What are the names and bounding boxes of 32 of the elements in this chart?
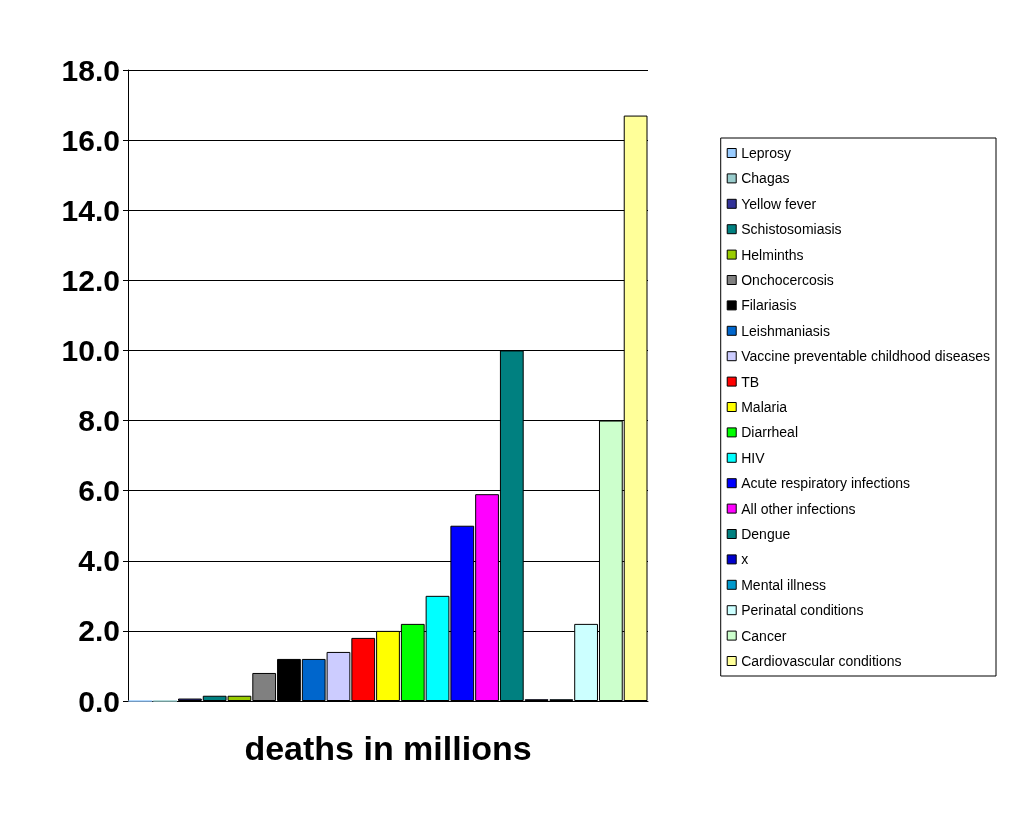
legend-label: Acute respiratory infections bbox=[741, 475, 911, 492]
legend-label: Leishmaniasis bbox=[741, 322, 830, 339]
legend-label: Schistosomiasis bbox=[741, 221, 842, 238]
legend-label: Cardiovascular conditions bbox=[741, 653, 902, 669]
y-tick-label: 14.0 bbox=[61, 193, 120, 227]
y-tick-label: 2.0 bbox=[78, 614, 120, 648]
legend-label: Dengue bbox=[741, 526, 791, 542]
y-tick-label: 0.0 bbox=[78, 684, 120, 718]
legend-label: Cancer bbox=[741, 627, 787, 644]
legend-label: Mental illness bbox=[741, 576, 827, 593]
legend-label: TB bbox=[741, 373, 760, 390]
legend-label: Vaccine preventable childhood diseases bbox=[741, 348, 990, 365]
y-tick-label: 4.0 bbox=[78, 544, 120, 578]
legend-label: x bbox=[741, 551, 749, 568]
legend-label: Helminths bbox=[741, 246, 804, 263]
legend-label: Yellow fever bbox=[741, 195, 817, 212]
y-tick-label: 18.0 bbox=[61, 53, 120, 87]
legend-label: All other infections bbox=[741, 500, 856, 517]
legend-label: Onchocercosis bbox=[741, 272, 834, 288]
legend-label: Leprosy bbox=[741, 145, 792, 161]
x-axis-title: deaths in millions bbox=[244, 729, 532, 767]
y-tick-label: 12.0 bbox=[61, 263, 120, 297]
legend-label: HIV bbox=[741, 449, 766, 466]
legend-label: Malaria bbox=[741, 399, 788, 415]
legend-label: Chagas bbox=[741, 170, 790, 187]
legend-label: Perinatal conditions bbox=[741, 602, 864, 619]
y-tick-label: 10.0 bbox=[61, 333, 120, 367]
y-tick-label: 6.0 bbox=[78, 474, 120, 508]
y-tick-label: 8.0 bbox=[78, 404, 120, 438]
y-tick-label: 16.0 bbox=[61, 123, 120, 157]
legend-label: Diarrheal bbox=[741, 424, 799, 441]
legend-label: Filariasis bbox=[741, 297, 797, 314]
